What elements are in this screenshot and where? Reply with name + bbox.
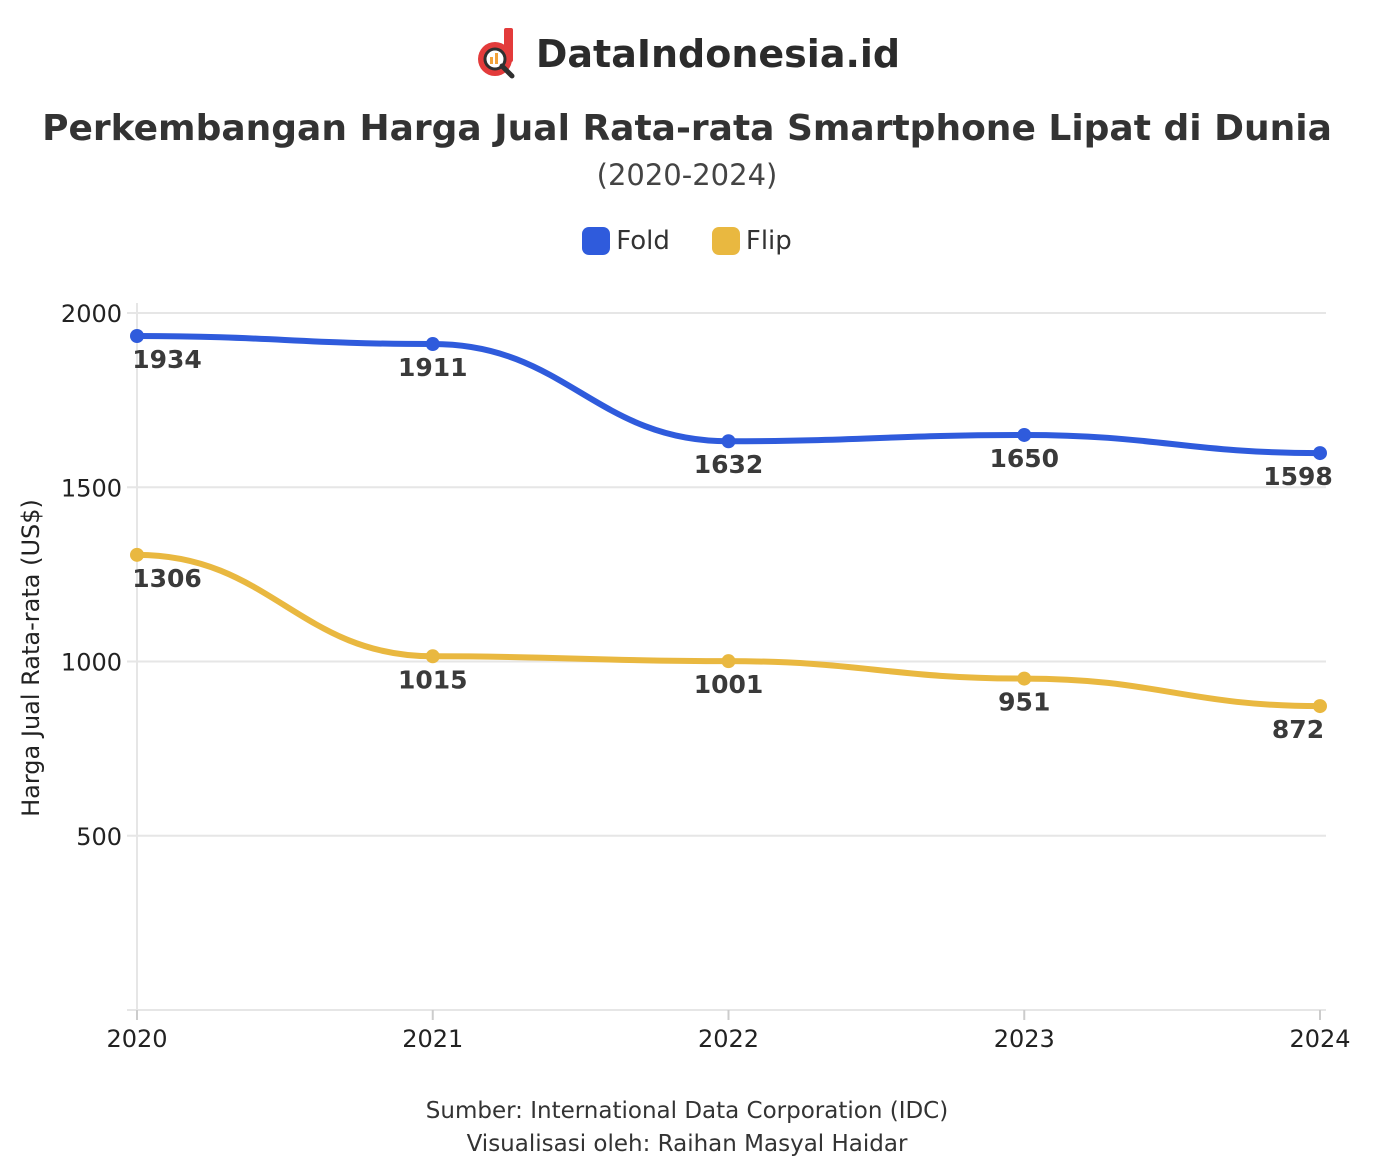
y-axis-title: Harga Jual Rata-rata (US$) [17, 499, 45, 817]
grid-layer [127, 312, 1326, 837]
axis-layer: 500 1000 1500 2000 2020 2021 2022 2023 2024 Harga… [17, 300, 1351, 1053]
data-label-flip: 1001 [694, 670, 764, 699]
legend-swatch-flip [711, 227, 740, 255]
source-note: Sumber: International Data Corporation (… [425, 1098, 949, 1124]
chart-footer: Sumber: International Data Corporation (… [0, 1095, 1374, 1161]
data-label-fold: 1650 [989, 444, 1059, 473]
credit-note: Visualisasi oleh: Raihan Masyal Haidar [466, 1131, 908, 1157]
data-label-flip: 1306 [132, 564, 202, 593]
data-point-fold [425, 337, 440, 352]
legend-label-fold: Fold [616, 226, 670, 256]
series-layer [130, 329, 1327, 714]
brand-header: DataIndonesia.id [0, 26, 1374, 82]
data-point-flip [721, 654, 736, 669]
x-tick-label: 2023 [994, 1025, 1055, 1053]
data-label-fold: 1598 [1263, 462, 1333, 491]
data-label-flip: 872 [1272, 715, 1324, 744]
data-point-fold [721, 434, 736, 449]
data-point-flip [425, 649, 440, 664]
data-point-fold [130, 329, 144, 344]
data-point-flip [1313, 699, 1327, 714]
x-tick-label: 2022 [698, 1025, 759, 1053]
data-label-flip: 1015 [398, 665, 468, 694]
y-tick-label: 2000 [61, 300, 122, 328]
legend-swatch-fold [582, 227, 611, 255]
label-layer: 1934 1911 1632 1650 1598 1306 1015 1001 951 872 [132, 345, 1333, 744]
legend-item-fold[interactable]: Fold [582, 226, 670, 256]
x-tick-label: 2021 [402, 1025, 463, 1053]
data-point-fold [1017, 427, 1032, 442]
chart-subtitle: (2020-2024) [596, 158, 778, 192]
data-point-flip [1017, 671, 1032, 686]
legend-item-flip[interactable]: Flip [711, 226, 792, 256]
line-chart: 500 1000 1500 2000 2020 2021 2022 2023 2024 Harga… [17, 300, 1351, 1053]
data-label-fold: 1632 [694, 450, 764, 479]
chart-legend: Fold Flip [0, 226, 1374, 256]
x-tick-label: 2020 [106, 1025, 167, 1053]
data-point-flip [130, 547, 144, 562]
chart-title: Perkembangan Harga Jual Rata-rata Smartp… [42, 108, 1332, 149]
y-tick-label: 500 [76, 823, 122, 851]
legend-label-flip: Flip [745, 226, 792, 256]
y-tick-label: 1000 [61, 649, 122, 677]
data-label-fold: 1911 [398, 353, 468, 382]
y-tick-label: 1500 [61, 474, 122, 502]
data-point-fold [1313, 446, 1327, 461]
data-label-fold: 1934 [132, 345, 202, 374]
dataindonesia-logo-icon [477, 28, 515, 79]
brand-name: DataIndonesia.id [535, 32, 901, 76]
data-label-flip: 951 [998, 688, 1050, 717]
x-tick-label: 2024 [1289, 1025, 1350, 1053]
